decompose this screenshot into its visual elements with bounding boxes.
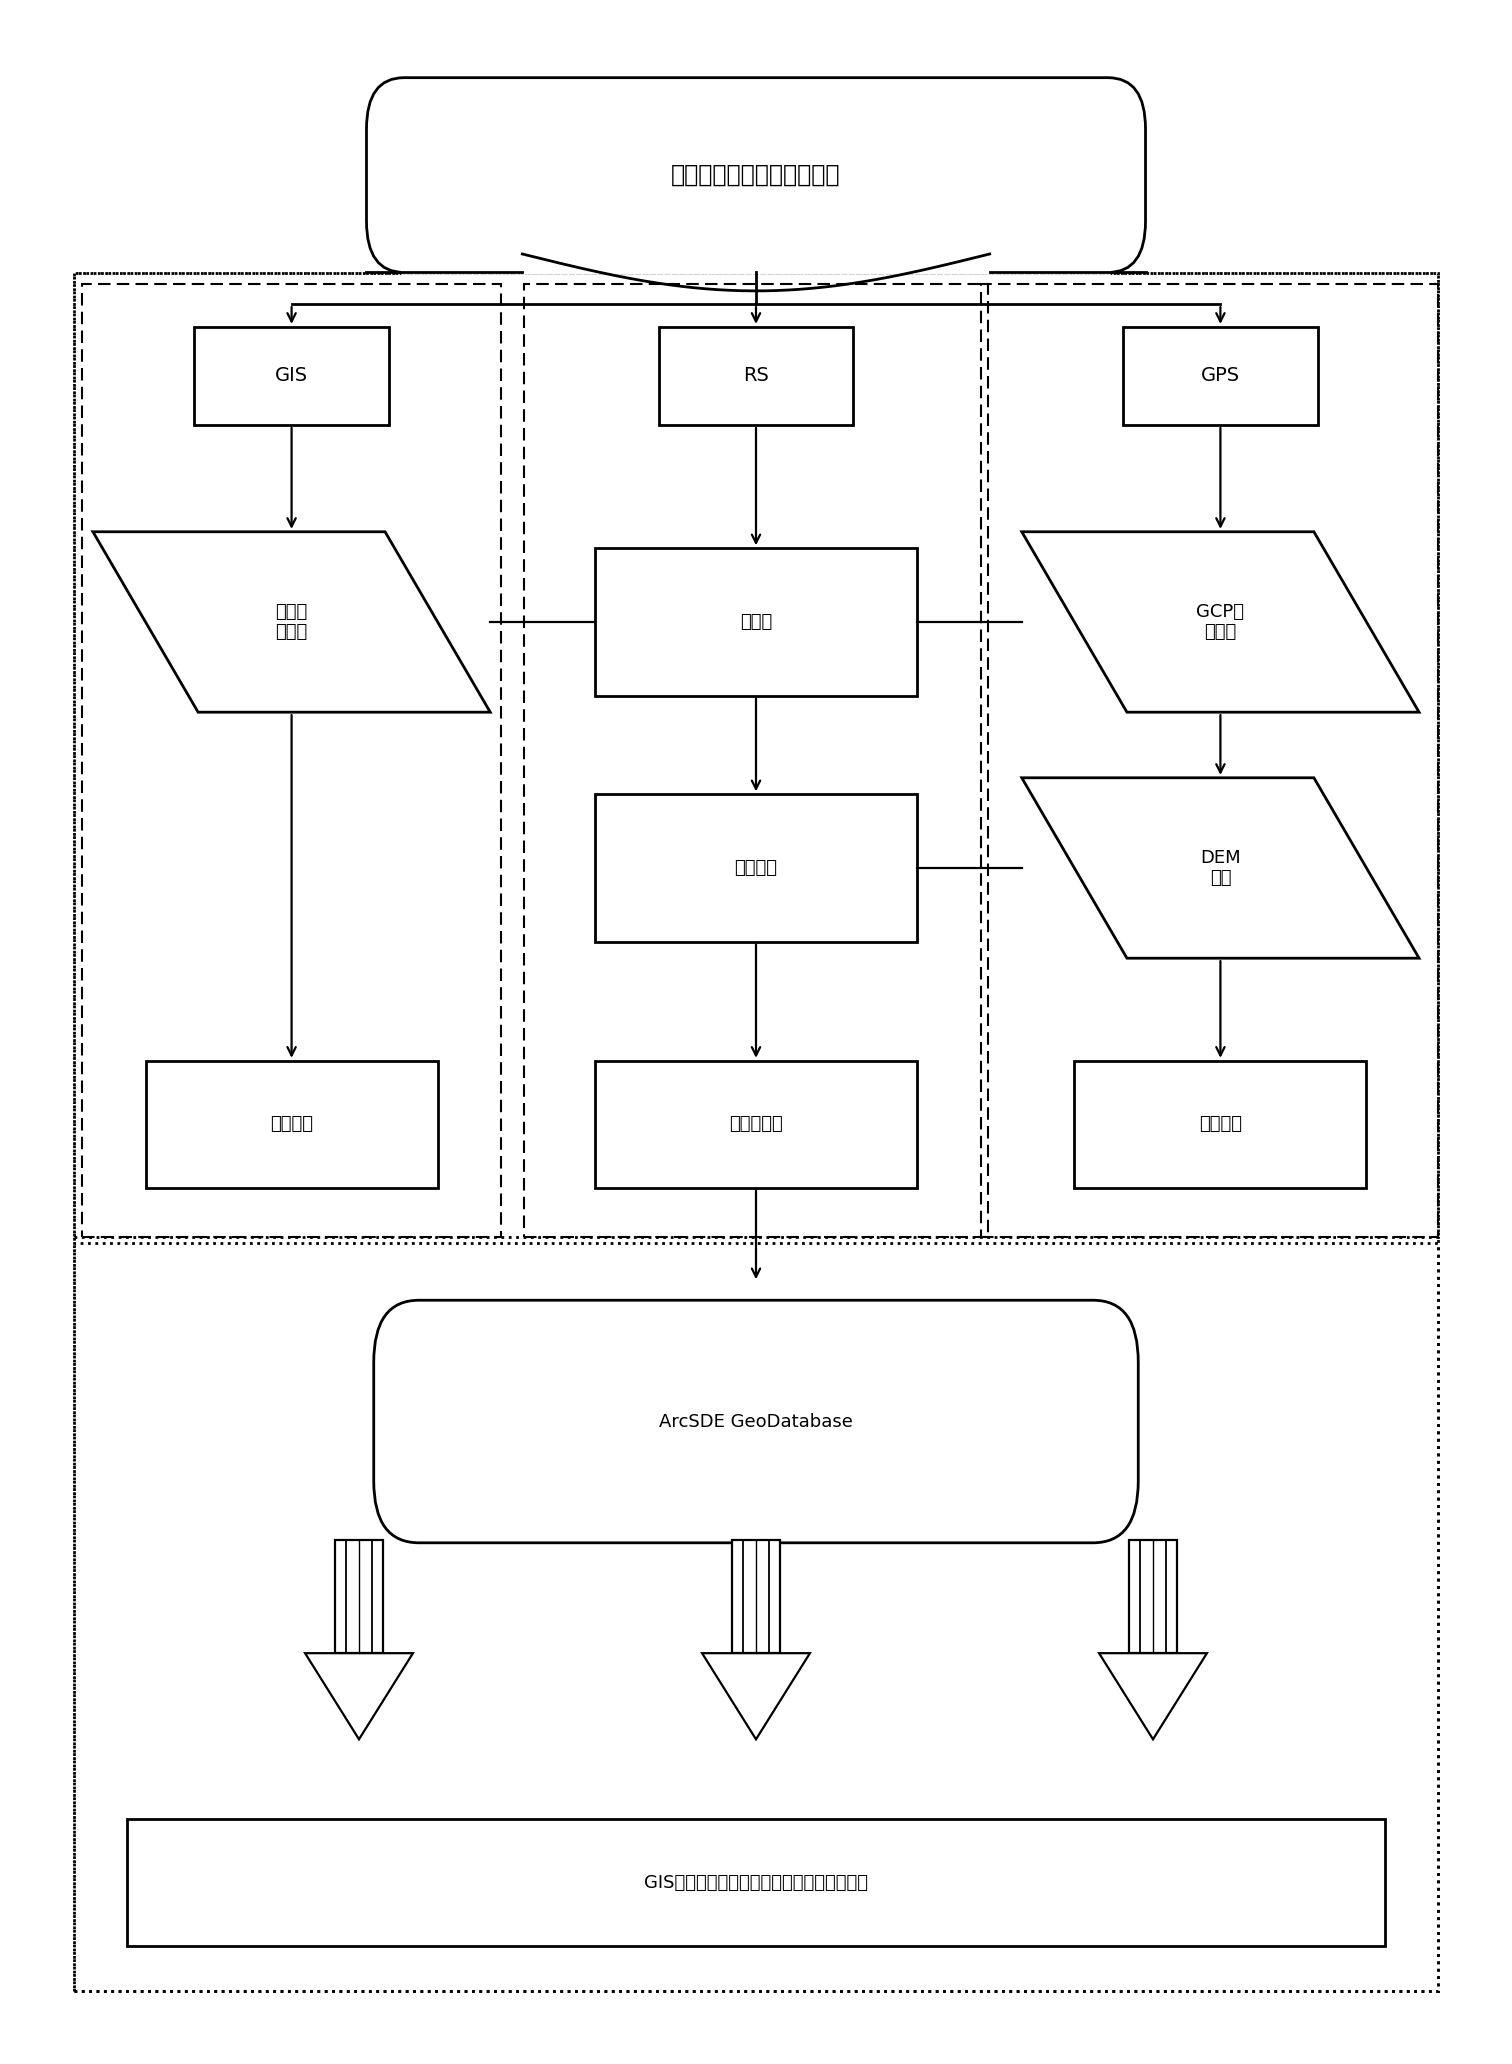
Text: 工程区
矢量边: 工程区 矢量边 xyxy=(275,603,308,642)
Bar xyxy=(194,326,389,425)
Text: GCP文
件数据: GCP文 件数据 xyxy=(1196,603,1244,642)
FancyBboxPatch shape xyxy=(373,1300,1139,1542)
Bar xyxy=(145,1061,437,1187)
Polygon shape xyxy=(305,1653,413,1740)
Bar xyxy=(1123,326,1318,425)
Text: GIS查询、统计、分析、动态监测、三维建模: GIS查询、统计、分析、动态监测、三维建模 xyxy=(644,1874,868,1893)
Text: 海岛岸线资源动态监测系统: 海岛岸线资源动态监测系统 xyxy=(671,163,841,188)
Bar xyxy=(981,283,1438,1236)
Bar xyxy=(594,549,918,696)
Polygon shape xyxy=(1099,1653,1207,1740)
Bar xyxy=(74,272,1438,1992)
Bar xyxy=(1129,1540,1176,1653)
Polygon shape xyxy=(92,533,490,712)
Bar xyxy=(336,1540,383,1653)
Text: 数据入库: 数据入库 xyxy=(271,1115,313,1133)
Bar xyxy=(594,795,918,941)
Bar xyxy=(82,283,502,1236)
Text: 预处理: 预处理 xyxy=(739,613,773,632)
Text: DEM
数据: DEM 数据 xyxy=(1201,848,1241,888)
Polygon shape xyxy=(1022,778,1420,958)
Text: 分类提取: 分类提取 xyxy=(735,859,777,877)
Bar xyxy=(732,1540,780,1653)
Text: RS: RS xyxy=(742,367,770,386)
Text: 数据入库: 数据入库 xyxy=(1199,1115,1241,1133)
Bar xyxy=(127,1818,1385,1946)
FancyBboxPatch shape xyxy=(366,78,1146,272)
Bar xyxy=(1075,1061,1367,1187)
Text: GIS: GIS xyxy=(275,367,308,386)
Bar xyxy=(74,1243,1438,1992)
Text: 矢量化入库: 矢量化入库 xyxy=(729,1115,783,1133)
Polygon shape xyxy=(702,1653,810,1740)
Text: GPS: GPS xyxy=(1201,367,1240,386)
Bar xyxy=(74,272,1438,1236)
Polygon shape xyxy=(1022,533,1420,712)
Bar xyxy=(594,1061,918,1187)
Bar xyxy=(659,326,853,425)
Bar xyxy=(523,283,989,1236)
Text: ArcSDE GeoDatabase: ArcSDE GeoDatabase xyxy=(659,1412,853,1430)
